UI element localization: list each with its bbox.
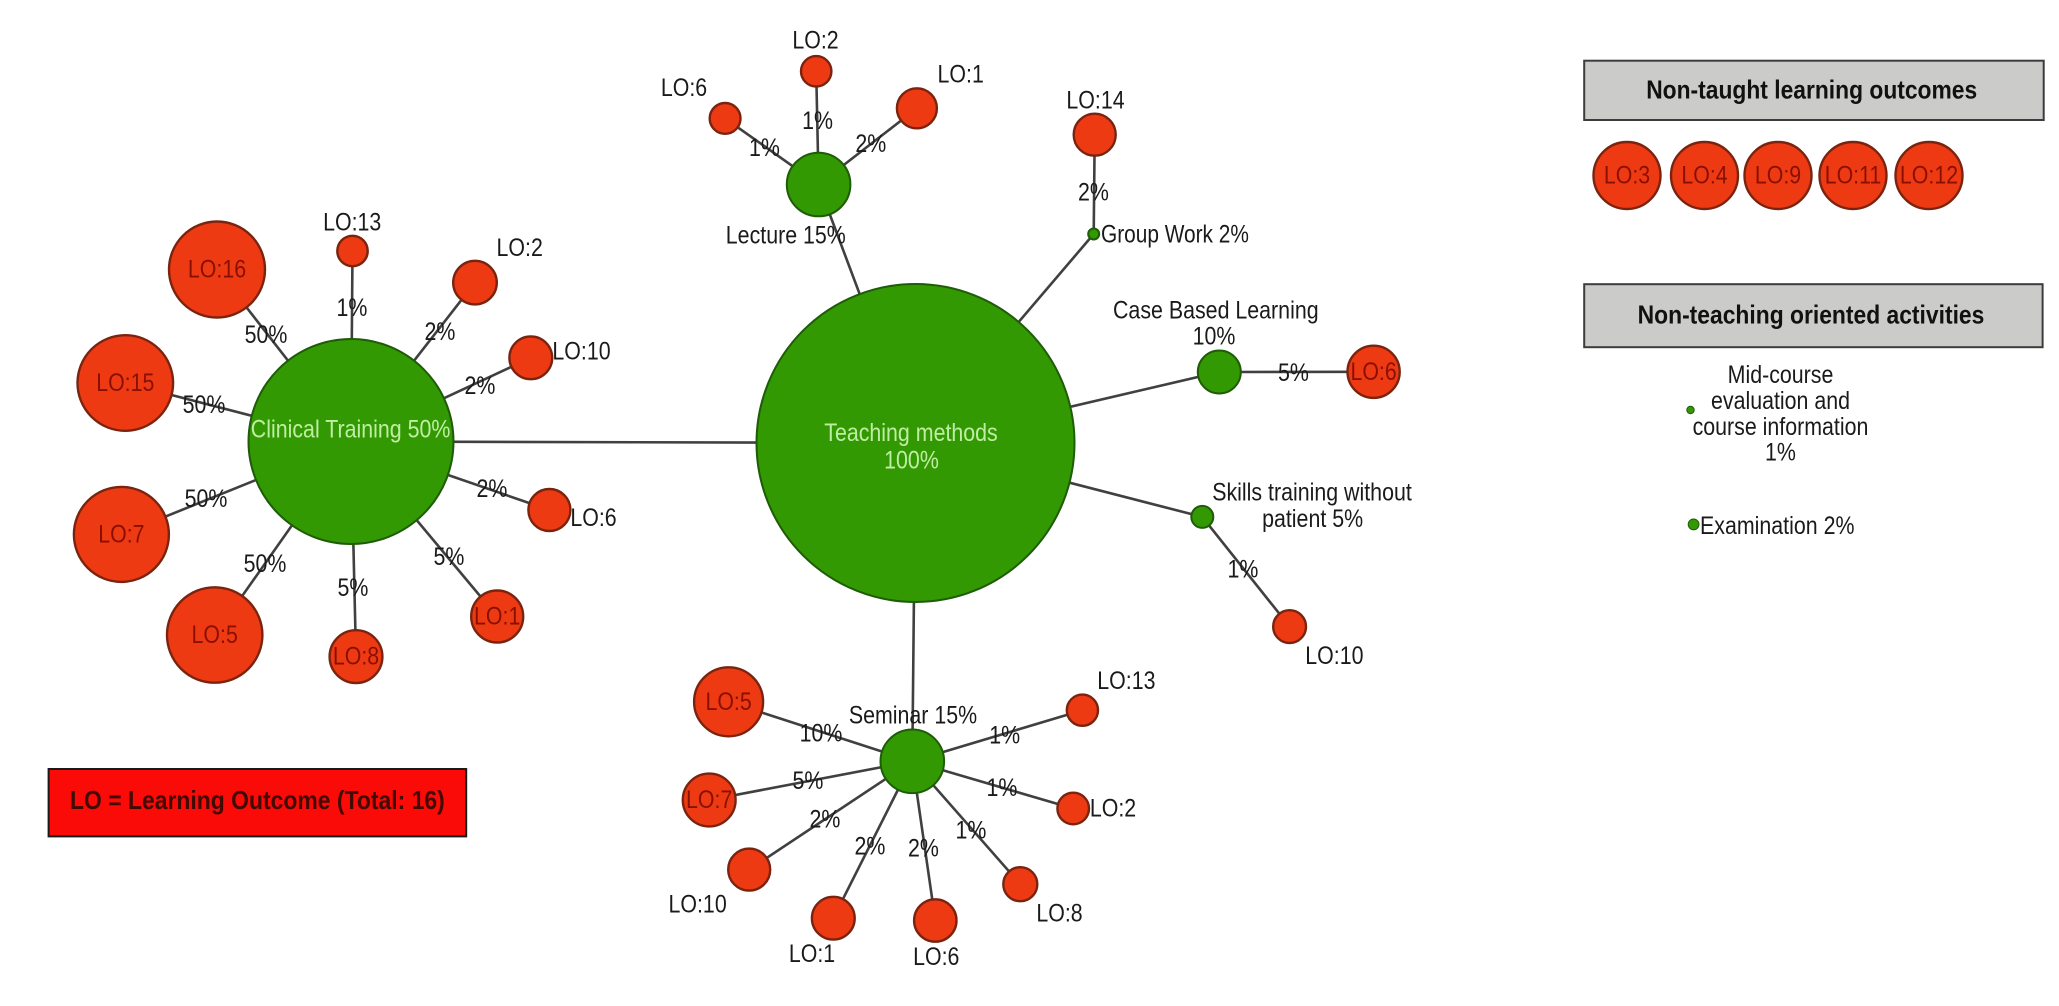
svg-text:LO:5: LO:5: [192, 621, 238, 649]
svg-text:Teaching methods: Teaching methods: [824, 419, 998, 447]
svg-text:50%: 50%: [183, 391, 226, 419]
svg-text:1%: 1%: [749, 134, 780, 162]
svg-text:LO:7: LO:7: [686, 786, 732, 814]
svg-text:2%: 2%: [855, 833, 886, 861]
svg-text:50%: 50%: [245, 321, 288, 349]
svg-text:LO:3: LO:3: [1604, 162, 1650, 190]
svg-text:LO:6: LO:6: [1350, 358, 1396, 386]
svg-text:LO:11: LO:11: [1825, 162, 1882, 190]
svg-text:LO:8: LO:8: [1036, 900, 1082, 928]
svg-text:LO:13: LO:13: [323, 209, 381, 237]
svg-text:2%: 2%: [855, 130, 886, 158]
svg-text:LO:10: LO:10: [552, 338, 610, 366]
svg-text:1%: 1%: [987, 774, 1018, 802]
svg-text:1%: 1%: [989, 722, 1020, 750]
svg-text:LO:7: LO:7: [98, 520, 144, 548]
svg-text:LO:1: LO:1: [789, 940, 835, 968]
svg-text:LO:15: LO:15: [96, 369, 154, 397]
svg-text:5%: 5%: [1278, 359, 1309, 387]
svg-text:LO:4: LO:4: [1681, 162, 1727, 190]
svg-text:Non-taught learning outcomes: Non-taught learning outcomes: [1646, 75, 1977, 105]
svg-text:LO = Learning Outcome (Total:: LO = Learning Outcome (Total: 16): [70, 785, 445, 815]
svg-text:LO:5: LO:5: [705, 688, 751, 716]
svg-text:LO:2: LO:2: [497, 234, 543, 262]
svg-text:2%: 2%: [1078, 179, 1109, 207]
svg-text:10%: 10%: [800, 719, 843, 747]
svg-text:LO:10: LO:10: [1305, 642, 1363, 670]
svg-text:1%: 1%: [1228, 556, 1259, 584]
svg-text:LO:13: LO:13: [1097, 667, 1155, 695]
svg-text:2%: 2%: [908, 834, 939, 862]
svg-text:2%: 2%: [425, 318, 456, 346]
svg-text:patient 5%: patient 5%: [1262, 505, 1363, 533]
svg-text:LO:6: LO:6: [661, 74, 707, 102]
svg-text:Mid-course: Mid-course: [1728, 361, 1834, 389]
svg-text:Non-teaching oriented activiti: Non-teaching oriented activities: [1638, 300, 1985, 330]
svg-text:LO:12: LO:12: [1900, 162, 1958, 190]
svg-text:LO:8: LO:8: [333, 643, 379, 671]
svg-text:Group Work 2%: Group Work 2%: [1101, 221, 1249, 249]
svg-text:1%: 1%: [802, 107, 833, 135]
svg-text:Case Based Learning: Case Based Learning: [1113, 297, 1319, 325]
svg-text:2%: 2%: [810, 806, 841, 834]
svg-text:LO:6: LO:6: [913, 943, 959, 971]
svg-text:5%: 5%: [793, 767, 824, 795]
svg-text:LO:14: LO:14: [1066, 87, 1124, 115]
svg-text:Seminar 15%: Seminar 15%: [849, 702, 977, 730]
svg-text:5%: 5%: [338, 574, 369, 602]
svg-text:LO:2: LO:2: [792, 27, 838, 55]
svg-text:10%: 10%: [1193, 323, 1236, 351]
svg-text:LO:16: LO:16: [188, 256, 246, 284]
svg-text:5%: 5%: [434, 543, 465, 571]
svg-text:50%: 50%: [185, 485, 228, 513]
svg-text:2%: 2%: [465, 372, 496, 400]
svg-text:Examination 2%: Examination 2%: [1700, 512, 1855, 540]
svg-text:2%: 2%: [477, 475, 508, 503]
svg-text:1%: 1%: [1765, 439, 1796, 467]
svg-text:LO:6: LO:6: [570, 504, 616, 532]
svg-text:Clinical Training 50%: Clinical Training 50%: [251, 416, 451, 444]
svg-text:LO:2: LO:2: [1090, 795, 1136, 823]
svg-text:1%: 1%: [956, 817, 987, 845]
svg-text:LO:10: LO:10: [669, 891, 727, 919]
svg-text:LO:9: LO:9: [1755, 162, 1801, 190]
svg-text:LO:1: LO:1: [938, 60, 984, 88]
svg-text:50%: 50%: [244, 550, 287, 578]
svg-text:100%: 100%: [884, 447, 939, 475]
svg-text:Skills training without: Skills training without: [1212, 479, 1412, 507]
svg-text:1%: 1%: [337, 294, 368, 322]
svg-text:course information: course information: [1693, 413, 1869, 441]
svg-text:Lecture 15%: Lecture 15%: [726, 222, 846, 250]
svg-text:LO:1: LO:1: [474, 603, 520, 631]
svg-text:evaluation and: evaluation and: [1711, 387, 1850, 415]
